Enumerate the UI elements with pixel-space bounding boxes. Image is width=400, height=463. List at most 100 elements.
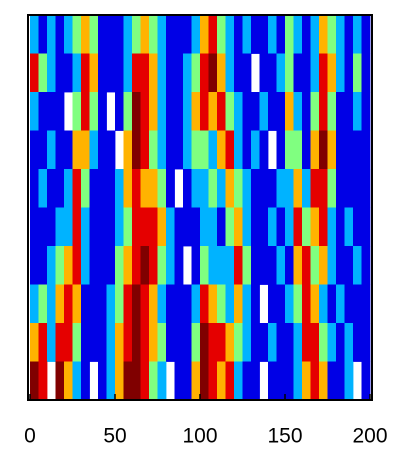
- heat-cell: [302, 361, 311, 401]
- heat-cell: [132, 246, 141, 285]
- heat-cell: [259, 15, 269, 54]
- heat-cell: [208, 169, 218, 208]
- heat-cell: [276, 169, 286, 208]
- heat-cell: [319, 92, 328, 131]
- heat-cell: [183, 284, 192, 324]
- heat-cell: [242, 130, 252, 170]
- heat-cell: [234, 284, 243, 324]
- heat-cell: [319, 53, 328, 93]
- heat-cell: [183, 130, 192, 170]
- heat-cell: [259, 207, 269, 247]
- heat-cell: [98, 53, 107, 93]
- heat-cell: [98, 92, 107, 131]
- heat-cell: [149, 207, 158, 247]
- heat-cell: [234, 15, 243, 54]
- heat-cell: [140, 169, 150, 208]
- heat-cell: [157, 361, 167, 401]
- heat-cell: [276, 92, 286, 131]
- heat-cell: [361, 207, 371, 247]
- heat-cell: [293, 361, 303, 401]
- heat-cell: [217, 284, 226, 324]
- heat-cell: [30, 53, 39, 93]
- heat-cell: [200, 361, 209, 401]
- heat-cell: [64, 207, 73, 247]
- heat-cell: [115, 284, 124, 324]
- heat-cell: [157, 207, 167, 247]
- heat-cell: [217, 361, 226, 401]
- heat-cell: [47, 323, 56, 362]
- heat-cell: [81, 15, 90, 54]
- heat-cell: [98, 361, 107, 401]
- heat-cell: [336, 169, 345, 208]
- heat-cell: [123, 246, 133, 285]
- heat-cell: [293, 323, 303, 362]
- heat-cell: [336, 15, 345, 54]
- heat-cell: [310, 53, 320, 93]
- heat-cell: [268, 361, 277, 401]
- heat-cell: [285, 15, 294, 54]
- heat-cell: [268, 15, 277, 54]
- heat-cell: [72, 130, 82, 170]
- heat-cell: [293, 284, 303, 324]
- heat-cell: [327, 361, 337, 401]
- heat-cell: [149, 169, 158, 208]
- heat-cell: [242, 323, 252, 362]
- heat-cell: [81, 207, 90, 247]
- heat-cell: [166, 323, 175, 362]
- heat-cell: [242, 53, 252, 93]
- heat-cell: [217, 246, 226, 285]
- heat-cell: [225, 246, 235, 285]
- heat-cell: [47, 15, 56, 54]
- heat-cell: [106, 361, 116, 401]
- heat-cell: [276, 284, 286, 324]
- heat-cell: [302, 207, 311, 247]
- heat-cell: [115, 207, 124, 247]
- heat-cell: [259, 53, 269, 93]
- heat-cell: [234, 361, 243, 401]
- heat-cell: [115, 246, 124, 285]
- heat-cell: [225, 130, 235, 170]
- heat-cell: [191, 361, 201, 401]
- heat-cell: [140, 246, 150, 285]
- x-tick-label: 100: [182, 425, 217, 448]
- heat-cell: [344, 207, 354, 247]
- heat-cell: [157, 246, 167, 285]
- heat-cell: [47, 207, 56, 247]
- heat-cell: [38, 169, 48, 208]
- heat-cell: [327, 207, 337, 247]
- heat-cell: [344, 323, 354, 362]
- heat-cell: [225, 92, 235, 131]
- heat-cell: [217, 169, 226, 208]
- heat-cell: [140, 92, 150, 131]
- heat-cell: [89, 130, 99, 170]
- heat-cell: [319, 169, 328, 208]
- heat-cell: [123, 15, 133, 54]
- x-tick-label: 0: [24, 425, 36, 448]
- heat-cell: [200, 207, 209, 247]
- heat-cell: [149, 246, 158, 285]
- heat-cell: [30, 92, 39, 131]
- heat-cell: [183, 169, 192, 208]
- heat-cell: [259, 169, 269, 208]
- heat-cell: [251, 207, 260, 247]
- heat-cell: [208, 53, 218, 93]
- heat-cell: [140, 323, 150, 362]
- heat-cell: [123, 92, 133, 131]
- heat-cell: [225, 53, 235, 93]
- heat-cell: [38, 130, 48, 170]
- heat-cell: [302, 246, 311, 285]
- heat-cell: [115, 169, 124, 208]
- heat-cell: [200, 169, 209, 208]
- heat-cell: [55, 246, 65, 285]
- heat-cell: [89, 92, 99, 131]
- heat-cell: [47, 130, 56, 170]
- heat-cell: [242, 284, 252, 324]
- heat-cell: [344, 169, 354, 208]
- heat-cell: [166, 284, 175, 324]
- heat-cell: [302, 130, 311, 170]
- heat-cell: [81, 323, 90, 362]
- heat-cell: [200, 246, 209, 285]
- heat-cell: [234, 246, 243, 285]
